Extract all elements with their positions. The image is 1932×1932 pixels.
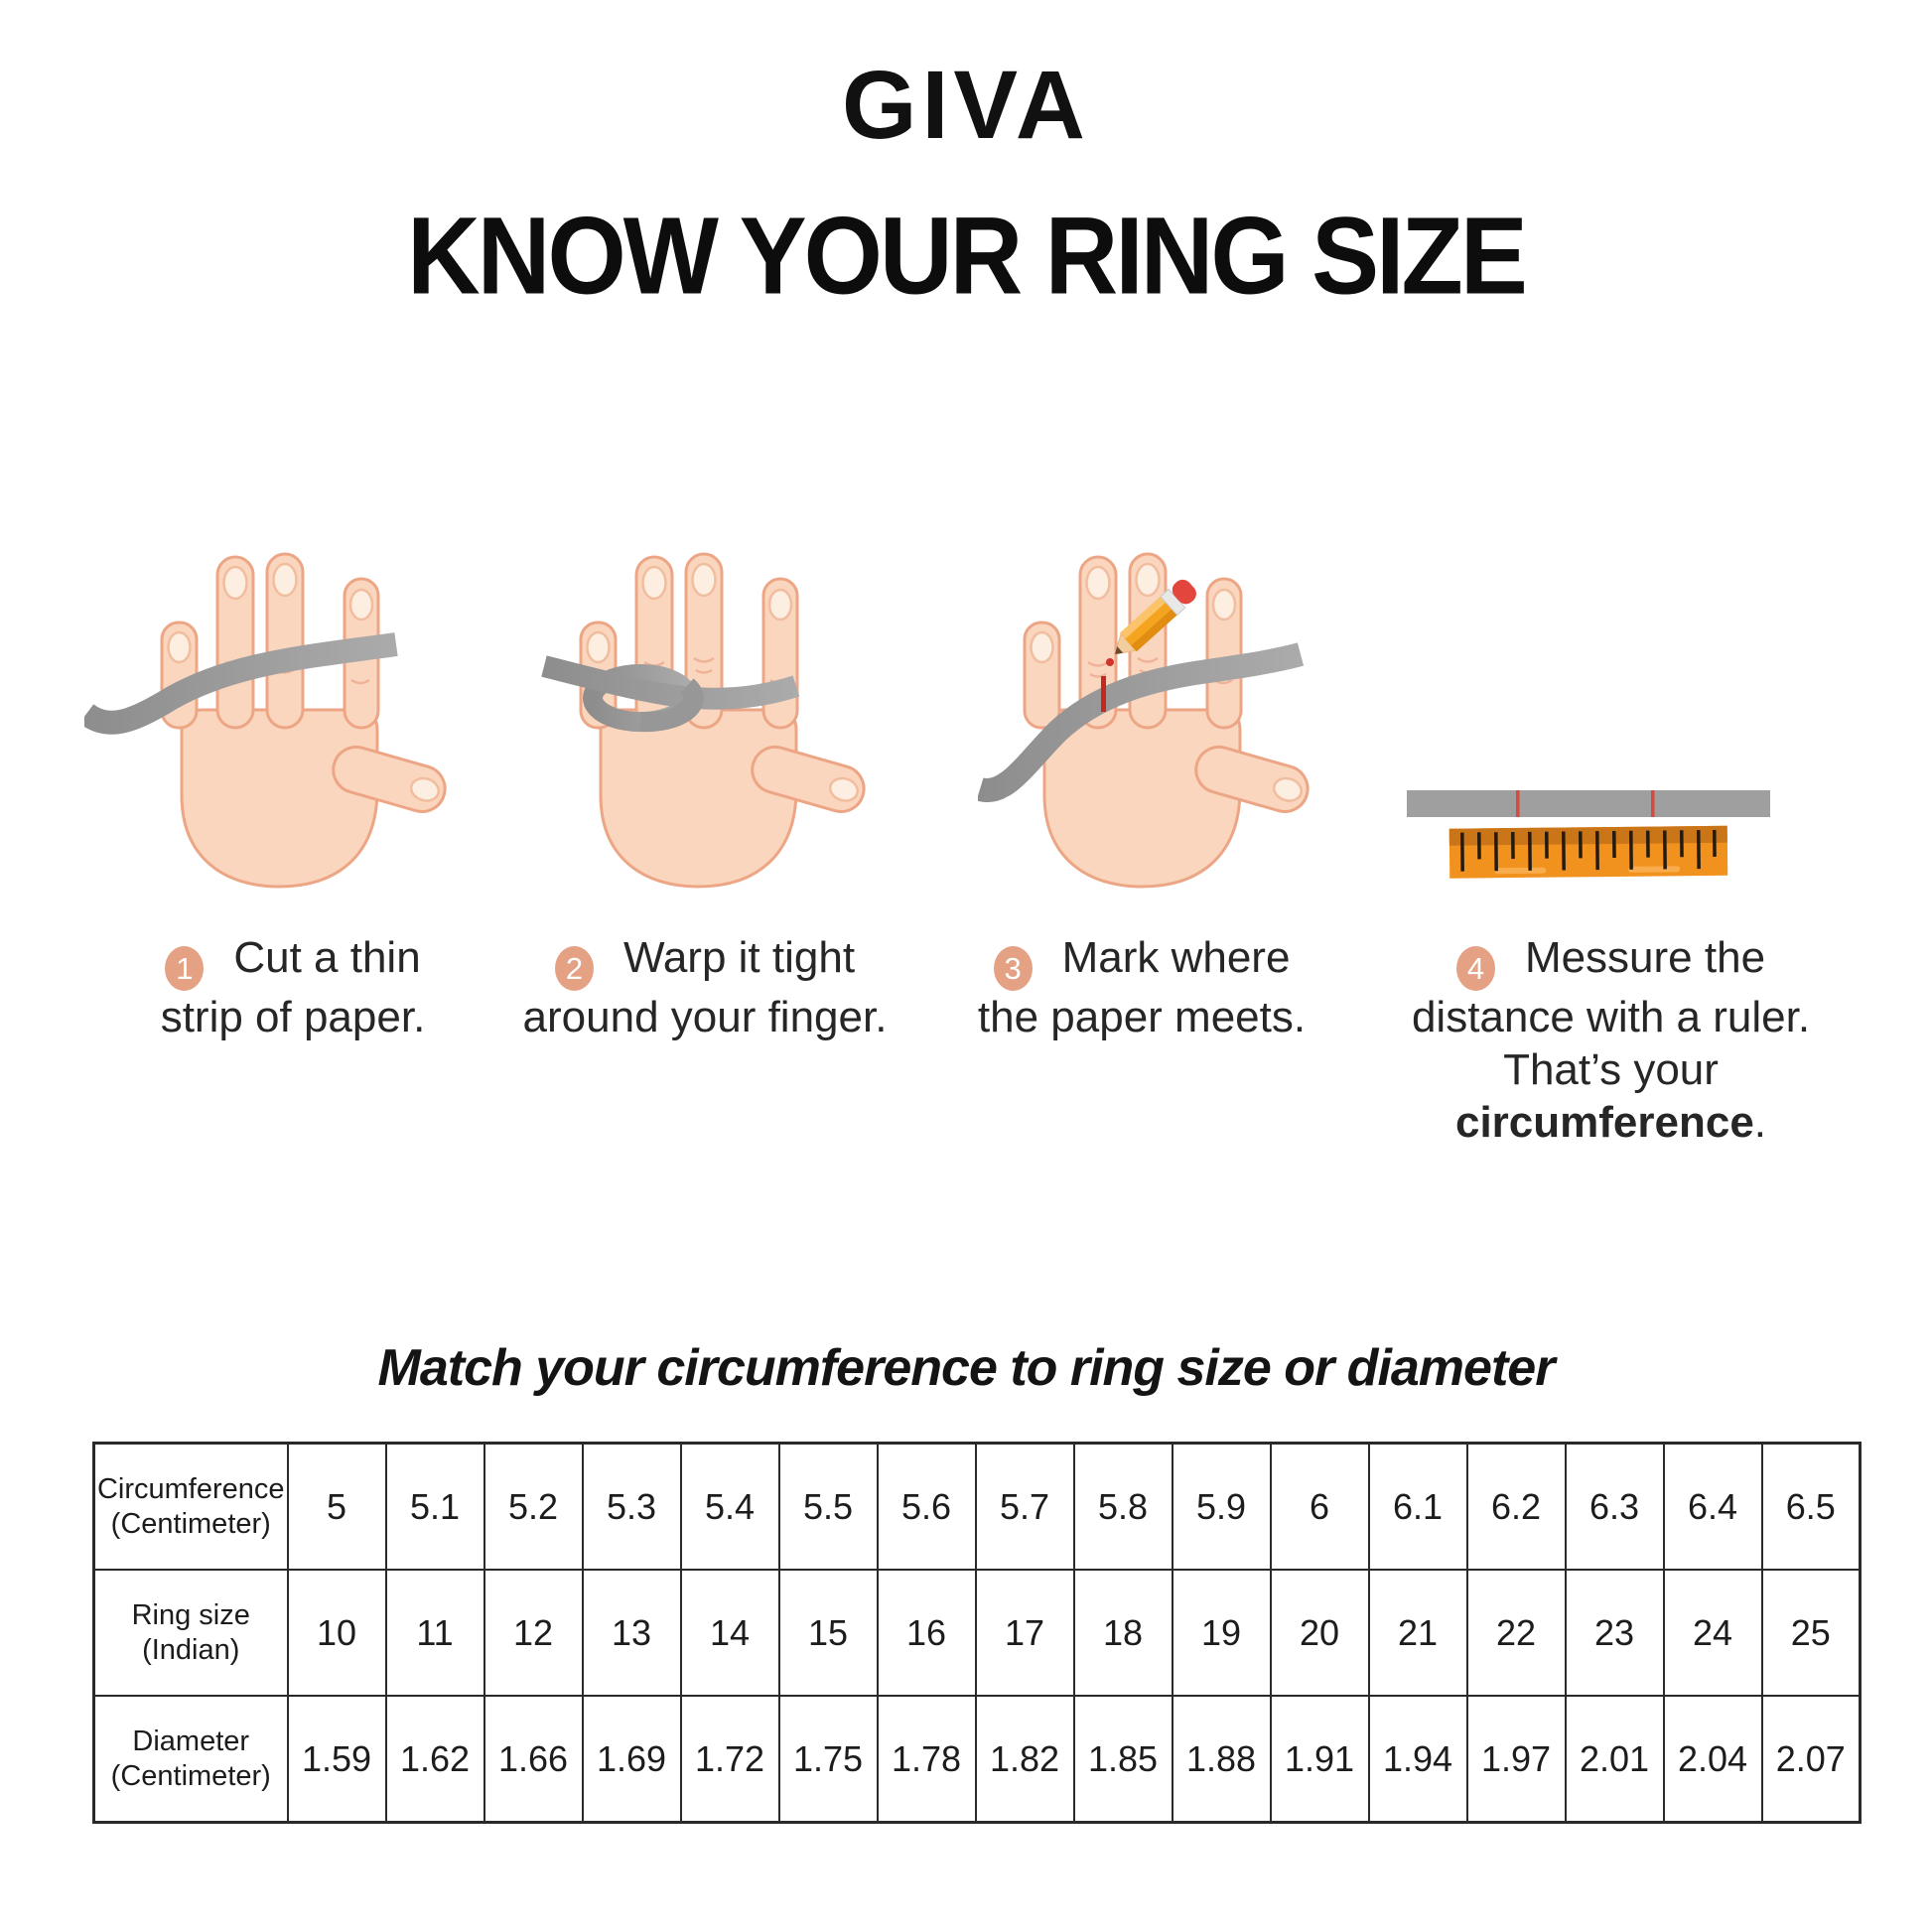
page-title: KNOW YOUR RING SIZE — [407, 196, 1528, 319]
table-cell: 23 — [1564, 1569, 1665, 1697]
paper-strip-icon — [978, 642, 1305, 803]
table-cell: 13 — [581, 1569, 682, 1697]
table-cell: 5.9 — [1171, 1442, 1272, 1571]
table-cell: 6.4 — [1662, 1442, 1763, 1571]
table-cell: 1.75 — [777, 1695, 879, 1824]
table-cell: 5.8 — [1072, 1442, 1173, 1571]
circumference-emphasis: circumference — [1454, 1098, 1754, 1147]
table-cell: 2.07 — [1760, 1695, 1862, 1824]
table-cell: 5.7 — [974, 1442, 1075, 1571]
step-2-line-1: 2 Warp it tight — [477, 931, 933, 991]
paper-strip-icon — [1407, 790, 1770, 817]
step-4: 4 Messure the distance with a ruler. That… — [1350, 931, 1871, 1149]
step-2: 2 Warp it tight around your finger. — [477, 931, 933, 1043]
step-2-text: Warp it tight — [622, 933, 856, 982]
table-cell: 24 — [1662, 1569, 1763, 1697]
table-row: Diameter (Centimeter) 1.59 1.62 1.66 1.69 1.72… — [92, 1695, 1862, 1824]
table-cell: 5.1 — [384, 1442, 485, 1571]
table-cell: 6.5 — [1760, 1442, 1862, 1571]
table-cell: 1.69 — [581, 1695, 682, 1824]
table-cell: 6.1 — [1367, 1442, 1468, 1571]
step-4-number-badge: 4 — [1455, 946, 1495, 991]
table-cell: 18 — [1072, 1569, 1173, 1697]
table-cell: 16 — [876, 1569, 977, 1697]
hand-with-strip-illustration-2 — [541, 552, 872, 889]
table-cell: 1.82 — [974, 1695, 1075, 1824]
table-cell: 5.6 — [876, 1442, 977, 1571]
step-1-text: Cut a thin — [233, 933, 421, 982]
table-cell: 1.66 — [483, 1695, 584, 1824]
table-cell: 1.85 — [1072, 1695, 1173, 1824]
step-1: 1 Cut a thin strip of paper. — [74, 931, 511, 1043]
step-1-line-2: strip of paper. — [160, 993, 426, 1041]
table-cell: 19 — [1171, 1569, 1272, 1697]
table-cell: 2.01 — [1564, 1695, 1665, 1824]
step-1-number-badge: 1 — [165, 946, 205, 991]
step-4-line-1: 4 Messure the — [1350, 931, 1871, 991]
row-header-0: Circumference (Centimeter) — [92, 1442, 289, 1571]
table-cell: 1.94 — [1367, 1695, 1468, 1824]
step-3-number-badge: 3 — [993, 946, 1033, 991]
table-body: Circumference (Centimeter) 5 5.1 5.2 5.3 5.4 5.… — [92, 1442, 1862, 1824]
table-cell: 1.97 — [1465, 1695, 1567, 1824]
mark-line — [1101, 676, 1106, 712]
step-3-line-1: 3 Mark where — [923, 931, 1360, 991]
table-cell: 25 — [1760, 1569, 1862, 1697]
step-4-line-3: That’s your circumference. — [1454, 1045, 1767, 1147]
table-cell: 5.5 — [777, 1442, 879, 1571]
step-2-number-badge: 2 — [554, 946, 594, 991]
table-cell: 10 — [286, 1569, 387, 1697]
hand-with-pencil-illustration-3 — [978, 552, 1315, 889]
table-cell: 5.2 — [483, 1442, 584, 1571]
table-row: Circumference (Centimeter) 5 5.1 5.2 5.3 5.4 5.… — [92, 1442, 1862, 1571]
table-row: Ring size (Indian) 10 11 12 13 14 15 16 17 18 19 20 2… — [92, 1569, 1862, 1697]
table-cell: 1.88 — [1171, 1695, 1272, 1824]
ring-size-table: Circumference (Centimeter) 5 5.1 5.2 5.3 5.4 5.… — [92, 1442, 1862, 1824]
table-cell: 5.4 — [679, 1442, 780, 1571]
row-header-2: Diameter (Centimeter) — [92, 1695, 289, 1824]
ruler-icon — [1449, 825, 1728, 879]
ruler-illustration-4 — [1407, 790, 1770, 879]
table-cell: 17 — [974, 1569, 1075, 1697]
step-1-line-1: 1 Cut a thin — [74, 931, 511, 991]
table-cell: 21 — [1367, 1569, 1468, 1697]
row-header-1: Ring size (Indian) — [92, 1569, 289, 1697]
table-cell: 5 — [286, 1442, 387, 1571]
table-cell: 6.2 — [1465, 1442, 1567, 1571]
table-cell: 15 — [777, 1569, 879, 1697]
step-3: 3 Mark where the paper meets. — [923, 931, 1360, 1043]
paper-strip-icon — [84, 632, 398, 735]
mark-dot — [1106, 658, 1114, 666]
step-3-line-2: the paper meets. — [977, 993, 1307, 1041]
table-heading: Match your circumference to ring size or… — [377, 1339, 1556, 1397]
step-3-text: Mark where — [1061, 933, 1291, 982]
table-cell: 2.04 — [1662, 1695, 1763, 1824]
hand-with-strip-illustration-1 — [84, 552, 452, 889]
table-cell: 22 — [1465, 1569, 1567, 1697]
brand-logo: GIVA — [842, 51, 1090, 159]
step-4-text: Messure the — [1524, 933, 1766, 982]
table-cell: 1.59 — [286, 1695, 387, 1824]
table-cell: 12 — [483, 1569, 584, 1697]
table-cell: 11 — [384, 1569, 485, 1697]
step-4-line-2: distance with a ruler. — [1411, 993, 1811, 1041]
table-cell: 1.78 — [876, 1695, 977, 1824]
table-cell: 6.3 — [1564, 1442, 1665, 1571]
paper-strip-icon — [541, 655, 800, 733]
table-cell: 20 — [1269, 1569, 1370, 1697]
table-cell: 1.91 — [1269, 1695, 1370, 1824]
table-cell: 14 — [679, 1569, 780, 1697]
step-2-line-2: around your finger. — [522, 993, 888, 1041]
table-cell: 1.62 — [384, 1695, 485, 1824]
table-cell: 1.72 — [679, 1695, 780, 1824]
table-cell: 6 — [1269, 1442, 1370, 1571]
pencil-icon — [1114, 579, 1196, 655]
table-cell: 5.3 — [581, 1442, 682, 1571]
